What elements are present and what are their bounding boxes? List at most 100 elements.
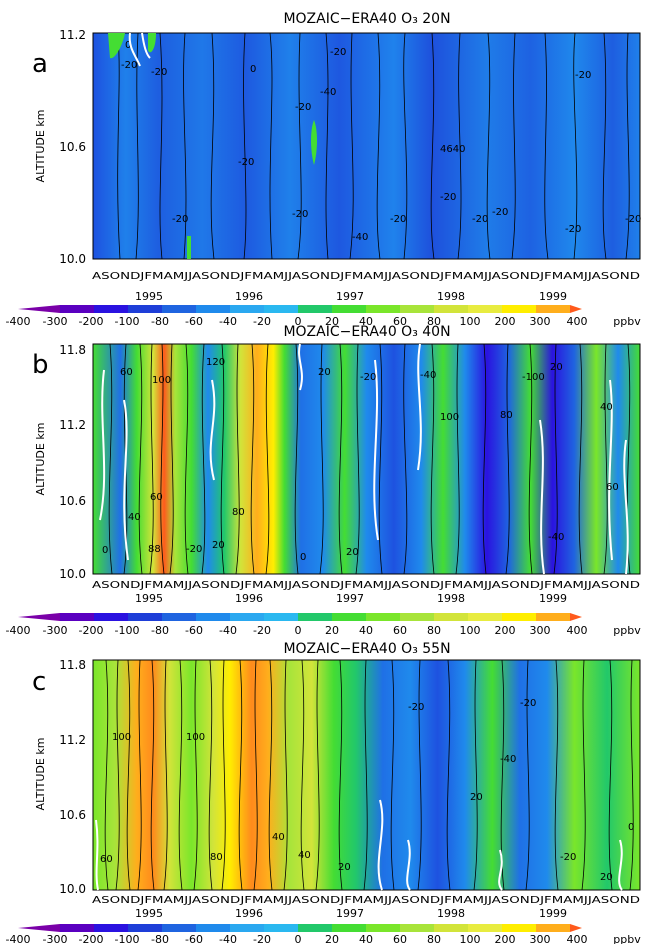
panel-a-green-patches <box>108 33 317 259</box>
colorbar-swatch <box>536 305 570 313</box>
contour-label: 0 <box>125 40 131 51</box>
contour-label: 60 <box>606 482 619 493</box>
panel-b-ylabel: ALTITUDE km <box>34 423 47 496</box>
panel-b-yaxis: 10.0 10.6 11.2 11.8 <box>59 343 86 581</box>
contour-label: 88 <box>148 544 161 555</box>
contour-label: 20 <box>318 367 331 378</box>
colorbar-label: 300 <box>530 624 551 637</box>
y-tick-label: 11.2 <box>59 418 86 432</box>
colorbar-swatch <box>332 305 366 313</box>
panel-b-plot-area <box>92 343 641 575</box>
colorbar-3-swatches <box>18 924 582 932</box>
colorbar-swatch <box>128 924 162 932</box>
panel-c-ylabel: ALTITUDE km <box>34 738 47 811</box>
colorbar-swatch <box>400 924 434 932</box>
year-label: 1995 <box>135 290 163 303</box>
panel-a-yaxis: 10.0 10.6 11.2 <box>59 28 86 266</box>
colorbar-label: 40 <box>359 315 373 328</box>
contour-label: 20 <box>338 862 351 873</box>
panel-a-letter: a <box>32 49 48 79</box>
panel-a-years: 1995 1996 1997 1998 1999 <box>135 290 567 303</box>
colorbar-swatch <box>264 305 298 313</box>
contour-label: -40 <box>548 532 564 543</box>
colorbar-label: -300 <box>43 933 68 944</box>
y-tick-label: 10.0 <box>59 882 86 896</box>
contour-label: 100 <box>440 412 459 423</box>
colorbar-label: -300 <box>43 624 68 637</box>
contour-label: 120 <box>206 357 225 368</box>
y-tick-label: 10.0 <box>59 567 86 581</box>
colorbar-swatch <box>332 613 366 621</box>
contour-label: -20 <box>295 102 311 113</box>
colorbar-swatch <box>366 924 400 932</box>
y-tick-label: 11.2 <box>59 733 86 747</box>
contour-label: 60 <box>150 492 163 503</box>
contour-label: -20 <box>520 698 536 709</box>
contour-label: -20 <box>440 192 456 203</box>
panel-a-ylabel: ALTITUDE km <box>34 110 47 183</box>
colorbar-label: -60 <box>185 933 203 944</box>
contour-label: -20 <box>186 544 202 555</box>
colorbar-swatch <box>366 613 400 621</box>
panel-b: MOZAIC−ERA40 O₃ 40N b ALTITUDE km <box>32 324 641 605</box>
panel-c-years: 1995 1996 1997 1998 1999 <box>135 907 567 920</box>
colorbar-unit: ppbv <box>613 315 641 328</box>
contour-label: 20 <box>550 362 563 373</box>
colorbar-label: -200 <box>79 624 104 637</box>
colorbar-swatch <box>128 305 162 313</box>
colorbar-label: -80 <box>151 933 169 944</box>
panel-b-contours <box>108 343 631 575</box>
colorbar-label: -60 <box>185 315 203 328</box>
contour-label: 100 <box>112 732 131 743</box>
colorbar-swatch <box>400 305 434 313</box>
contour-label: -20 <box>360 372 376 383</box>
panel-b-letter: b <box>32 350 49 380</box>
panel-c: MOZAIC−ERA40 O₃ 55N c ALTITUDE km <box>32 641 641 920</box>
contour-label: -40 <box>500 754 516 765</box>
colorbar-label: 20 <box>325 624 339 637</box>
panel-c-title: MOZAIC−ERA40 O₃ 55N <box>283 641 450 657</box>
colorbar-label: -60 <box>185 624 203 637</box>
contour-label: -100 <box>522 372 545 383</box>
colorbar-label: 300 <box>530 315 551 328</box>
colorbar-left-arrow <box>18 305 60 313</box>
panel-a-contour-labels: 0 -20 -20 -20 0 -20 -40 -20 -20 -20 -40 … <box>121 40 641 243</box>
colorbar-label: 20 <box>325 933 339 944</box>
colorbar-label: -400 <box>6 624 31 637</box>
colorbar-label: 400 <box>567 315 588 328</box>
panel-c-contours <box>104 659 634 891</box>
colorbar-label: -80 <box>151 624 169 637</box>
colorbar-swatch <box>468 924 502 932</box>
contour-label: -20 <box>625 214 641 225</box>
contour-label: -20 <box>575 70 591 81</box>
contour-label: 80 <box>232 507 245 518</box>
y-tick-label: 11.8 <box>59 658 86 672</box>
colorbar-label: -300 <box>43 315 68 328</box>
contour-label: -40 <box>320 87 336 98</box>
colorbar-unit: ppbv <box>613 933 641 944</box>
colorbar-right-arrow <box>570 924 582 932</box>
colorbar-label: 40 <box>359 624 373 637</box>
colorbar-swatch <box>298 613 332 621</box>
colorbar-label: -100 <box>115 933 140 944</box>
colorbar-swatch <box>196 305 230 313</box>
colorbar-swatch <box>264 613 298 621</box>
colorbar-label: 100 <box>460 624 481 637</box>
colorbar-label: -100 <box>115 315 140 328</box>
contour-label: 40 <box>600 402 613 413</box>
colorbar-label: 80 <box>427 624 441 637</box>
colorbar-swatch <box>434 613 468 621</box>
colorbar-right-arrow <box>570 305 582 313</box>
year-label: 1999 <box>539 907 567 920</box>
colorbar-swatch <box>298 924 332 932</box>
colorbar-swatch <box>230 924 264 932</box>
contour-label: -20 <box>408 702 424 713</box>
colorbar-2-labels: -400 -300 -200 -100 -80 -60 -40 -20 0 20… <box>6 624 642 637</box>
colorbar-1-swatches <box>18 305 582 313</box>
contour-label: 80 <box>500 410 513 421</box>
colorbar-label: 80 <box>427 933 441 944</box>
panel-b-months: ASONDJFMAMJJASONDJFMAMJJASONDJFMAMJJASON… <box>92 580 640 591</box>
colorbar-swatch <box>468 305 502 313</box>
colorbar-label: 0 <box>295 315 302 328</box>
contour-label: -20 <box>560 852 576 863</box>
